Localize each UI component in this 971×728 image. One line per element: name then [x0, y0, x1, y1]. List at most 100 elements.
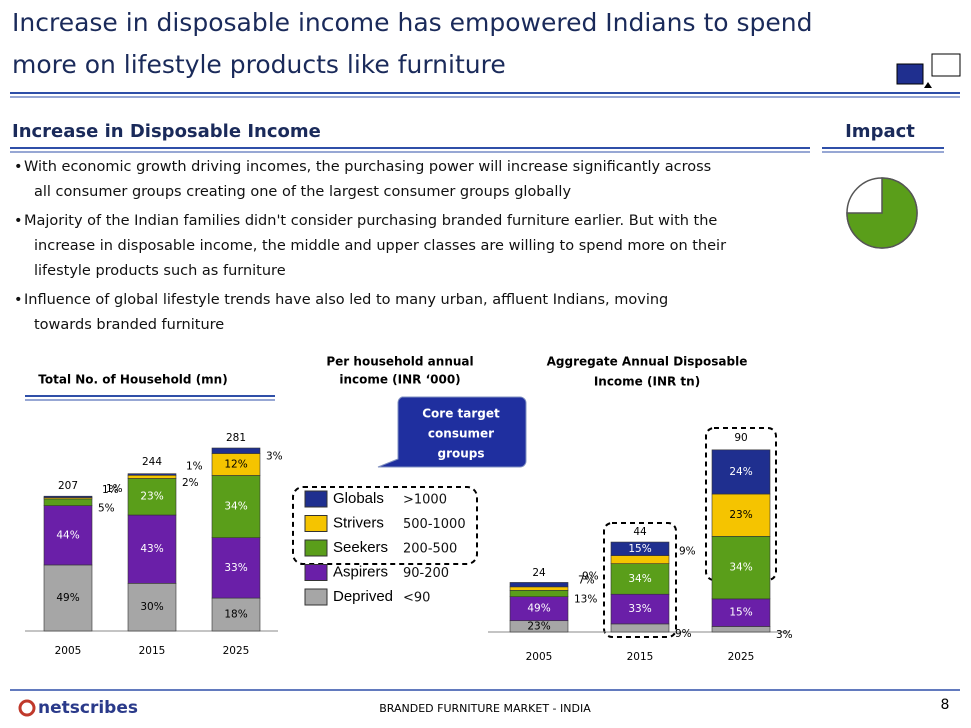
legend-swatch — [304, 588, 328, 606]
chart-title: Total No. of Household (mn) — [38, 373, 227, 387]
legend-label: Seekers — [333, 539, 388, 556]
legend-swatch — [304, 515, 328, 532]
bullet-dot: • — [14, 213, 23, 229]
page-number: 8 — [941, 697, 950, 713]
highlight-box — [292, 486, 478, 565]
bar-segment — [509, 582, 569, 588]
x-tick-label: 2015 — [627, 651, 654, 663]
legend-title: income (INR ‘000) — [339, 373, 460, 387]
legend-swatch — [304, 539, 328, 557]
legend-range: 500-1000 — [403, 517, 466, 532]
legend-range: <90 — [403, 591, 430, 606]
bar-segment — [610, 623, 670, 633]
bar-segment — [509, 589, 569, 597]
slide-title-line-1: Increase in disposable income has empowe… — [12, 8, 812, 37]
bullet-text: lifestyle products such as furniture — [34, 263, 286, 279]
x-tick-label: 2015 — [139, 645, 166, 657]
value-label: 13% — [574, 593, 597, 605]
value-label: 49% — [527, 603, 550, 615]
value-label: 30% — [140, 601, 163, 613]
value-label: 34% — [729, 562, 752, 574]
legend-swatch — [304, 490, 328, 508]
logo-icon — [18, 699, 36, 717]
chart-title: Income (INR tn) — [594, 375, 700, 389]
bullet-text: towards branded furniture — [34, 317, 224, 333]
value-label: 7% — [578, 575, 595, 587]
bar-segment — [127, 474, 177, 479]
value-label: 23% — [140, 491, 163, 503]
legend-label: Deprived — [333, 588, 393, 605]
value-label: 23% — [527, 620, 550, 632]
bar-segment — [610, 541, 670, 556]
callout-text: consumer — [428, 427, 494, 441]
icon — [924, 82, 932, 88]
x-tick-label: 2005 — [526, 651, 553, 663]
charts: 49%44%5%1%1%207200530%43%23%2%1%24420151… — [25, 432, 793, 663]
bar-segment — [43, 498, 93, 506]
bar-segment — [509, 596, 569, 622]
callout-text: Core target — [422, 407, 500, 421]
highlight-box — [603, 522, 677, 638]
bar-segment — [711, 626, 771, 633]
value-label: 23% — [729, 509, 752, 521]
bar-segment — [211, 597, 261, 632]
value-label: 1% — [186, 460, 203, 472]
total-label: 244 — [142, 456, 162, 468]
value-label: 1% — [106, 483, 123, 495]
bullet-text: increase in disposable income, the middl… — [34, 238, 726, 254]
bullet-text: With economic growth driving incomes, th… — [24, 159, 711, 175]
bar-segment — [711, 536, 771, 600]
value-label: 2% — [182, 477, 199, 489]
value-label: 34% — [224, 501, 247, 513]
value-label: 9% — [582, 571, 599, 583]
bar-segment — [127, 473, 177, 476]
value-label: 43% — [140, 543, 163, 555]
value-label: 49% — [56, 592, 79, 604]
total-label: 281 — [226, 432, 246, 444]
value-label: 5% — [98, 502, 115, 514]
value-label: 12% — [224, 458, 247, 470]
chart-title: Aggregate Annual Disposable — [547, 355, 748, 369]
legend-range: 200-500 — [403, 542, 457, 557]
legend-label: Globals — [333, 490, 384, 507]
legend-label: Strivers — [333, 514, 384, 531]
x-tick-label: 2025 — [223, 645, 250, 657]
total-label: 90 — [734, 432, 747, 444]
bullet-dot: • — [14, 159, 23, 175]
bar-segment — [127, 583, 177, 632]
value-label: 34% — [628, 573, 651, 585]
highlight-box — [705, 427, 777, 581]
bullet-text: Influence of global lifestyle trends hav… — [24, 292, 668, 308]
value-label: 15% — [729, 607, 752, 619]
x-tick-label: 2025 — [728, 651, 755, 663]
legend-range: >1000 — [403, 493, 447, 508]
impact-heading: Impact — [845, 121, 915, 142]
x-tick-label: 2005 — [55, 645, 82, 657]
bar-segment — [711, 598, 771, 627]
bar-segment — [711, 449, 771, 495]
value-label: 18% — [224, 609, 247, 621]
callout-text: groups — [437, 447, 484, 461]
bar-segment — [211, 475, 261, 538]
icon — [896, 63, 924, 85]
value-label: 9% — [675, 628, 692, 640]
icon — [931, 53, 961, 77]
bar-segment — [509, 586, 569, 591]
total-label: 207 — [58, 480, 78, 492]
impact-ball-fill — [846, 177, 918, 249]
legend: Globals >1000 Strivers 500-1000 Seekers 200-5… — [304, 490, 466, 606]
impact-ball — [846, 177, 918, 249]
value-label: 24% — [729, 466, 752, 478]
callout — [377, 396, 527, 468]
bar-segment — [127, 514, 177, 584]
value-label: 3% — [266, 451, 283, 463]
total-label: 44 — [633, 526, 647, 538]
legend-range: 90-200 — [403, 566, 449, 581]
bar-segment — [211, 447, 261, 454]
logo: netscribes — [38, 698, 138, 718]
total-label: 24 — [532, 567, 546, 579]
bar-segment — [711, 493, 771, 537]
bar-segment — [43, 495, 93, 498]
value-label: 44% — [56, 529, 79, 541]
legend-swatch — [304, 564, 328, 581]
